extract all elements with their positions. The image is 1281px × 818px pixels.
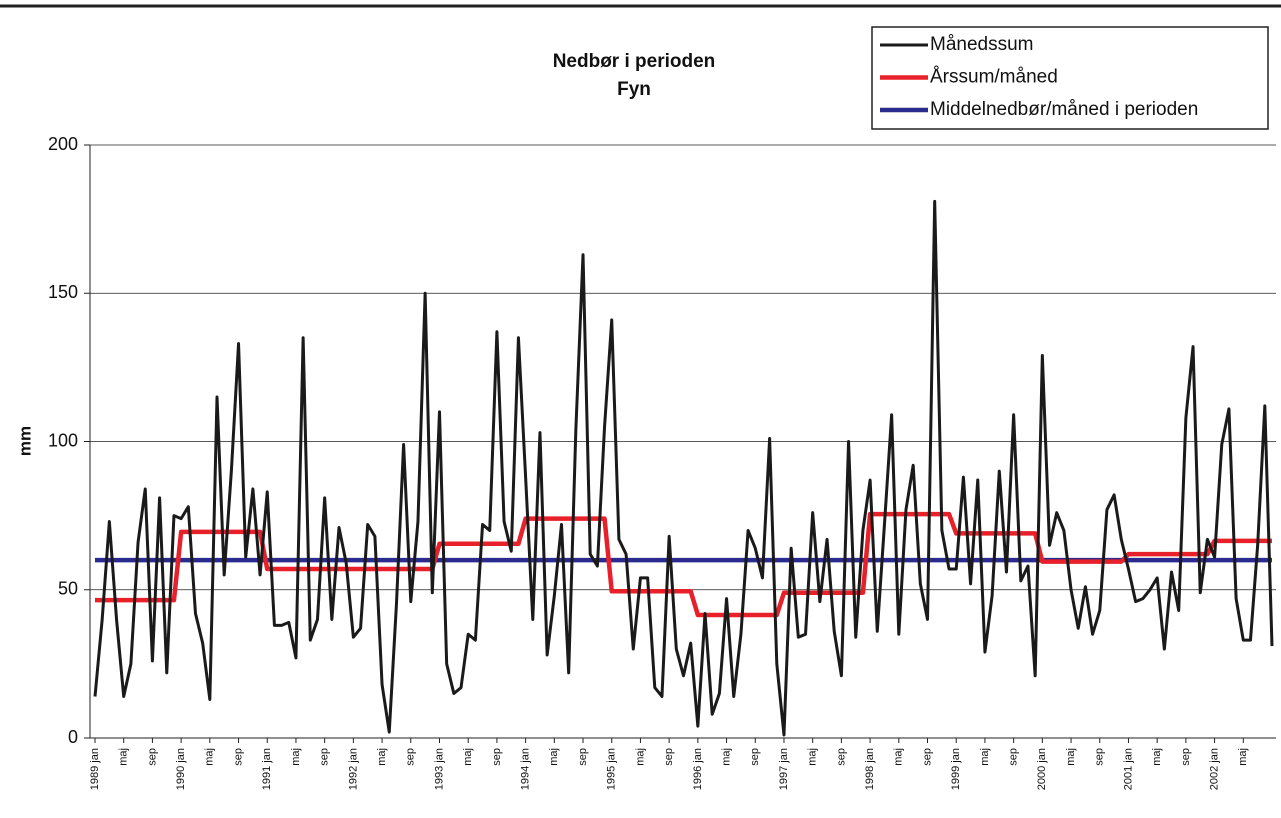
x-tick-label: sep	[1180, 748, 1192, 766]
x-tick-label: maj	[1237, 748, 1249, 766]
x-tick-label: sep	[319, 748, 331, 766]
x-tick-label: sep	[232, 748, 244, 766]
x-tick-label: maj	[893, 748, 905, 766]
x-tick-label: maj	[376, 748, 388, 766]
legend-label: Månedssum	[930, 34, 1034, 55]
x-tick-label: maj	[634, 748, 646, 766]
legend	[871, 26, 1269, 130]
x-tick-label: 1993 jan	[433, 748, 445, 790]
x-tick-label: 1989 jan	[89, 748, 101, 790]
series-line	[95, 511, 1272, 618]
y-tick-label: 200	[48, 134, 78, 154]
x-tick-label: 1992 jan	[347, 748, 359, 790]
x-tick-label: sep	[577, 748, 589, 766]
x-tick-label: 1999 jan	[950, 748, 962, 790]
x-tick-label: sep	[835, 748, 847, 766]
x-tick-label: maj	[548, 748, 560, 766]
x-tick-label: maj	[807, 748, 819, 766]
x-tick-label: sep	[749, 748, 761, 766]
x-tick-label: 1994 jan	[520, 748, 532, 790]
y-axis-label: mm	[15, 426, 34, 456]
x-tick-label: 1998 jan	[864, 748, 876, 790]
legend-label: Årssum/måned	[930, 67, 1058, 88]
x-tick-label: maj	[290, 748, 302, 766]
x-tick-label: 1996 jan	[692, 748, 704, 790]
x-tick-label: maj	[1151, 748, 1163, 766]
x-tick-label: 1990 jan	[175, 748, 187, 790]
x-tick-label: sep	[921, 748, 933, 766]
legend-label: Middelnedbør/måned i perioden	[930, 99, 1198, 120]
x-tick-label: sep	[663, 748, 675, 766]
x-tick-label: 2002 jan	[1208, 748, 1220, 790]
x-tick-label: maj	[720, 748, 732, 766]
y-tick-label: 50	[58, 579, 78, 599]
series-line	[93, 199, 1274, 737]
y-tick-label: 150	[48, 282, 78, 302]
x-tick-label: sep	[491, 748, 503, 766]
x-tick-label: maj	[118, 748, 130, 766]
x-tick-label: 1997 jan	[778, 748, 790, 790]
x-tick-label: sep	[1094, 748, 1106, 766]
x-tick-label: 1991 jan	[261, 748, 273, 790]
x-tick-label: 2001 jan	[1122, 748, 1134, 790]
x-tick-label: maj	[462, 748, 474, 766]
x-tick-label: sep	[1008, 748, 1020, 766]
x-tick-label: sep	[405, 748, 417, 766]
y-tick-label: 0	[68, 727, 78, 747]
x-tick-label: maj	[979, 748, 991, 766]
chart-title: Nedbør i perioden	[553, 51, 716, 72]
x-tick-label: maj	[204, 748, 216, 766]
x-tick-label: sep	[146, 748, 158, 766]
x-tick-label: 1995 jan	[606, 748, 618, 790]
x-tick-label: 2000 jan	[1036, 748, 1048, 790]
x-tick-label: maj	[1065, 748, 1077, 766]
chart-subtitle: Fyn	[617, 79, 651, 100]
y-tick-label: 100	[48, 430, 78, 450]
